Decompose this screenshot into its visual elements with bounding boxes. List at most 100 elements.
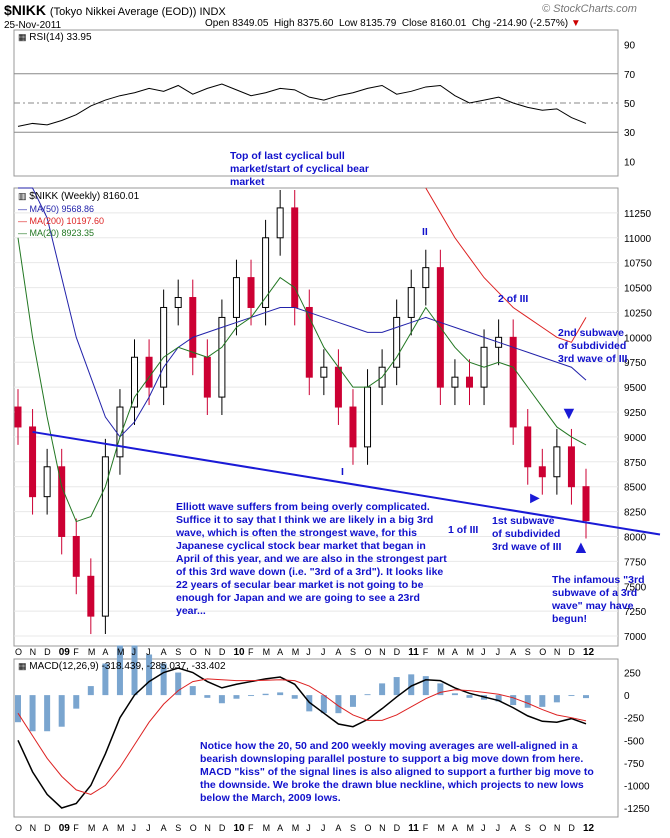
price-month-label: F (248, 647, 254, 657)
rsi-series (17, 83, 587, 127)
price-month-label: A (161, 647, 167, 657)
price-month-label: O (15, 647, 22, 657)
price-month-label: D (219, 647, 226, 657)
macd-histogram-bar (262, 693, 269, 696)
candle-body (451, 376, 459, 388)
candle-body (101, 456, 109, 617)
annotation-wave-I: I (341, 466, 344, 478)
macd-line (17, 667, 587, 809)
candle-body (160, 306, 168, 388)
macd-legend-label: MACD(12,26,9) -318.439, -285.037, -33.40… (29, 661, 226, 672)
macd-histogram-bar (248, 695, 255, 697)
macd-month-label: M (263, 823, 271, 833)
macd-month-label: N (204, 823, 211, 833)
candle-body (320, 366, 328, 378)
macd-histogram-bar (451, 693, 458, 696)
down-arrow-marker: ▼ (560, 403, 578, 423)
chart-title: $NIKK (Tokyo Nikkei Average (EOD)) INDX (4, 2, 226, 18)
rsi-tick-label: 50 (624, 99, 636, 110)
price-series: ▼ ► ▲ (14, 187, 661, 635)
price-month-label: O (365, 647, 372, 657)
macd-month-label: M (117, 823, 125, 833)
macd-month-label: F (248, 823, 254, 833)
macd-month-label: A (102, 823, 108, 833)
macd-histogram-bar (175, 672, 182, 696)
macd-histogram-bar (510, 695, 517, 706)
candle-body (465, 376, 473, 388)
price-month-label: A (510, 647, 516, 657)
price-tick-label: 10750 (624, 259, 652, 270)
macd-month-label: O (365, 823, 372, 833)
price-month-label: J (306, 647, 311, 657)
candle-body (334, 366, 342, 408)
open-value: Open 8349.05 (205, 18, 269, 29)
macd-month-label: 11 (408, 823, 419, 834)
price-tick-label: 10250 (624, 308, 652, 319)
macd-month-label: J (306, 823, 311, 833)
price-month-label: F (423, 647, 429, 657)
rsi-tick-label: 70 (624, 70, 636, 81)
price-month-label: D (394, 647, 401, 657)
macd-histogram-bar (233, 695, 240, 699)
candle-body (58, 466, 66, 537)
candle-body (189, 297, 197, 358)
macd-month-label: J (321, 823, 326, 833)
down-arrow-icon: ▼ (570, 18, 581, 29)
macd-legend: ▦ MACD(12,26,9) -318.439, -285.037, -33.… (18, 661, 226, 672)
chart-date: 25-Nov-2011 (4, 20, 62, 31)
macd-month-label: D (44, 823, 51, 833)
macd-month-label: N (379, 823, 386, 833)
macd-histogram-bar (146, 654, 153, 696)
price-month-label: J (321, 647, 326, 657)
price-month-label: A (102, 647, 108, 657)
brand-watermark: © StockCharts.com (542, 3, 637, 15)
price-month-label: 12 (583, 647, 595, 658)
macd-tick-label: -500 (624, 736, 644, 747)
price-month-label: N (30, 647, 37, 657)
candle-body (509, 336, 517, 428)
macd-tick-label: 250 (624, 669, 641, 680)
candle-body (29, 426, 37, 498)
macd-histogram-bar (466, 695, 473, 698)
macd-histogram-bar (73, 695, 80, 709)
candle-body (174, 297, 182, 308)
candle-body (43, 466, 51, 498)
macd-panel (13, 658, 619, 818)
price-month-label: 09 (59, 647, 71, 658)
annotation-second-subwave: 2nd subwave of subdivided 3rd wave of II… (558, 327, 628, 365)
candle-body (393, 316, 401, 368)
macd-histogram-bar (102, 663, 109, 696)
annotation-top-cycle: Top of last cyclical bull market/start o… (230, 150, 369, 188)
price-panel (13, 187, 619, 647)
macd-month-label: M (466, 823, 474, 833)
macd-month-label: A (161, 823, 167, 833)
price-tick-label: 11250 (624, 209, 652, 220)
macd-histogram-bar (116, 645, 123, 696)
macd-histogram-bar (277, 692, 284, 696)
price-month-label: M (263, 647, 271, 657)
price-month-label: 10 (233, 647, 245, 658)
price-month-label: J (496, 647, 501, 657)
macd-histogram-bar (160, 663, 167, 696)
candle-body (145, 356, 153, 388)
macd-histogram-bar (131, 645, 138, 696)
macd-month-label: J (496, 823, 501, 833)
price-tick-label: 9000 (624, 433, 647, 444)
candle-body (538, 466, 546, 478)
macd-month-label: J (481, 823, 486, 833)
macd-histogram-bar (320, 695, 327, 714)
macd-histogram-bar (44, 695, 51, 732)
macd-histogram-bar (408, 674, 415, 696)
macd-month-label: A (510, 823, 516, 833)
macd-month-label: D (394, 823, 401, 833)
macd-tick-label: -750 (624, 759, 644, 770)
macd-month-label: J (146, 823, 151, 833)
legend-ma200: — MA(200) 10197.60 (18, 216, 105, 226)
legend-ma20: — MA(20) 8923.35 (18, 228, 95, 238)
rsi-legend-label: RSI(14) 33.95 (29, 32, 92, 43)
macd-tick-label: 0 (624, 691, 630, 702)
price-tick-label: 8750 (624, 458, 647, 469)
candle-body (262, 237, 270, 308)
price-month-label: A (335, 647, 341, 657)
price-month-label: M (117, 647, 125, 657)
